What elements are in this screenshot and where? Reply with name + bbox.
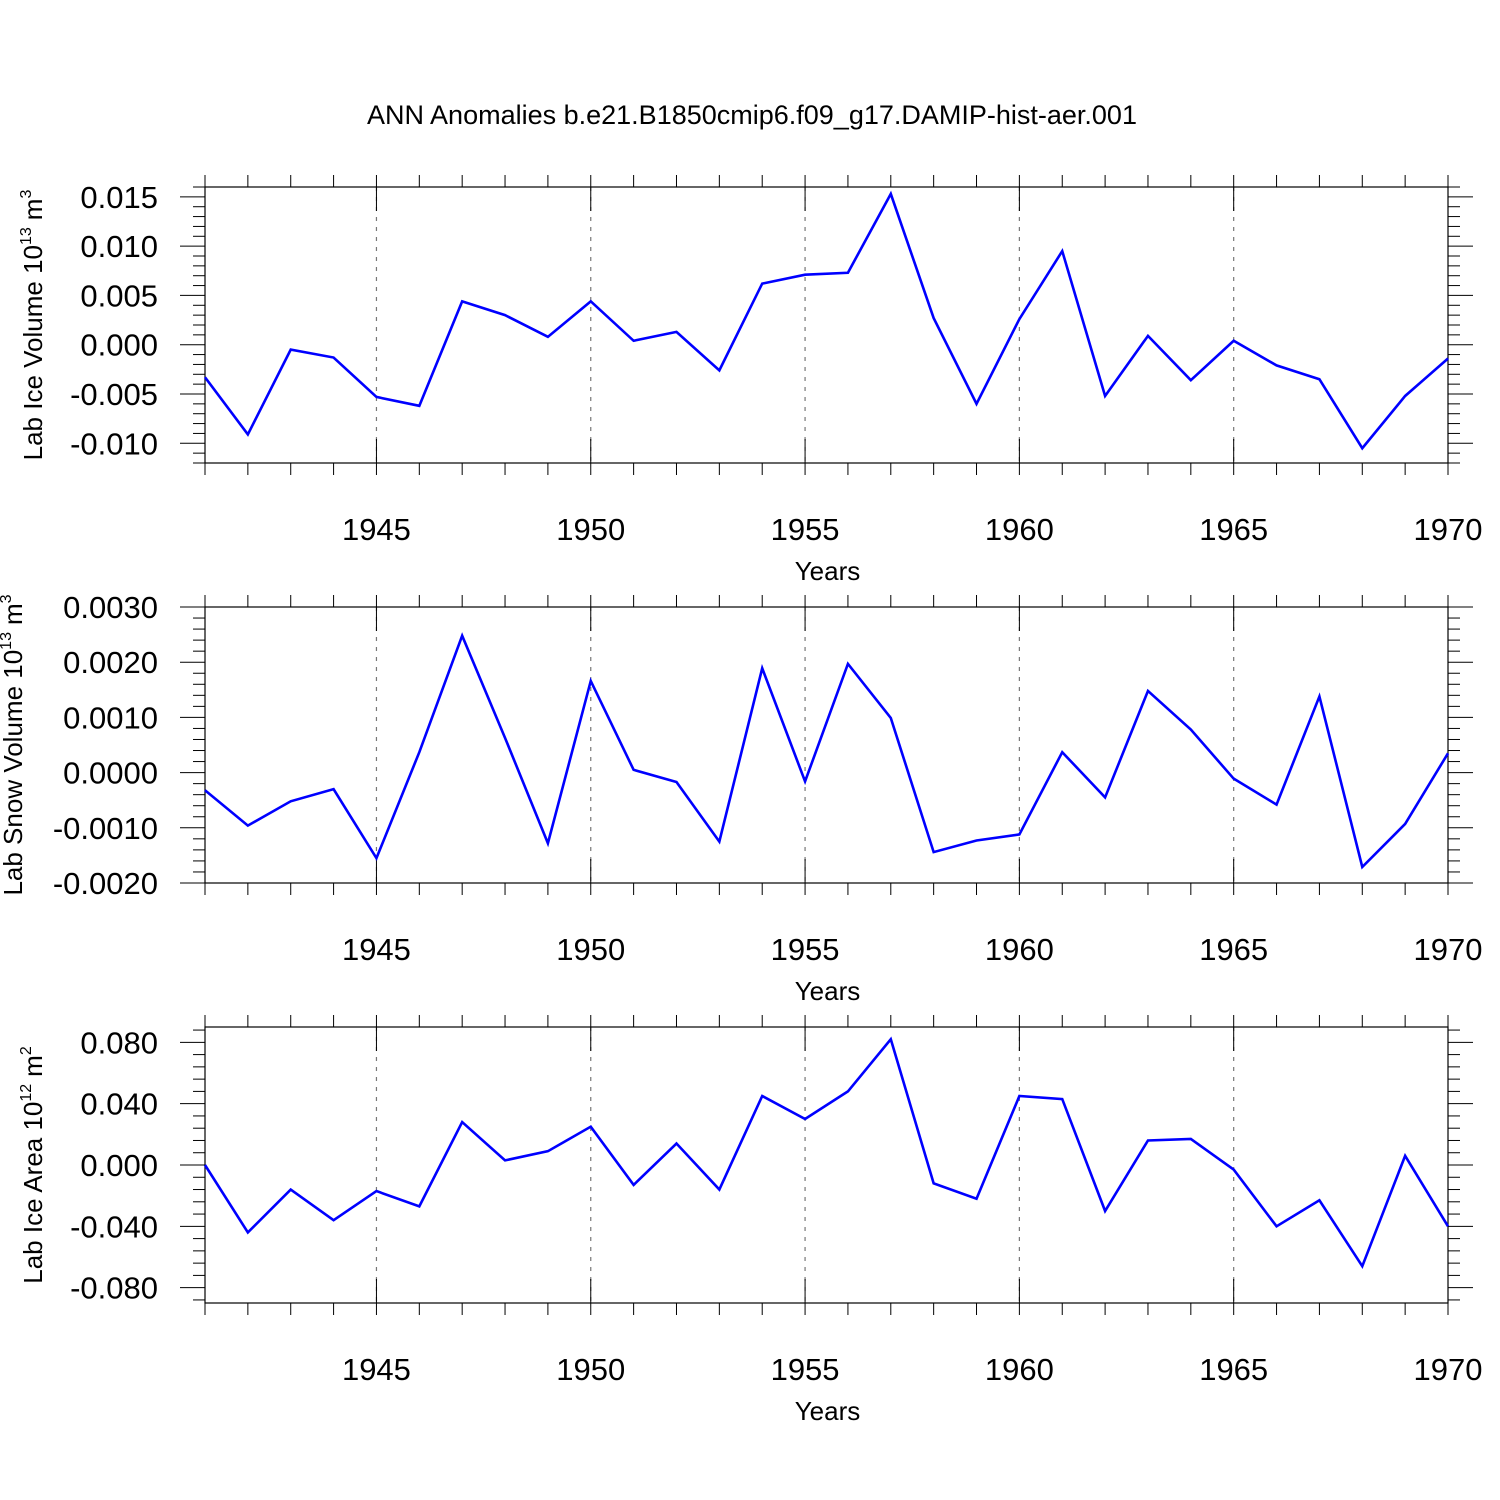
ice-volume-x-axis-label: Years bbox=[795, 556, 861, 586]
snow-volume-ytick-label: 0.0020 bbox=[63, 645, 158, 680]
snow-volume-y-axis-label: Lab Snow Volume 1013 m3 bbox=[0, 594, 28, 895]
ice-area-xtick-label: 1955 bbox=[771, 1352, 840, 1387]
snow-volume-xtick-label: 1965 bbox=[1199, 932, 1268, 967]
ice-area-xtick-label: 1945 bbox=[342, 1352, 411, 1387]
ice-volume-ytick-label: -0.010 bbox=[70, 426, 158, 461]
snow-volume-xtick-label: 1970 bbox=[1414, 932, 1483, 967]
ice-area-xtick-label: 1965 bbox=[1199, 1352, 1268, 1387]
snow-volume-ytick-label: -0.0020 bbox=[53, 866, 158, 901]
ice-volume-xtick-label: 1970 bbox=[1414, 512, 1483, 547]
ice-volume-xtick-label: 1955 bbox=[771, 512, 840, 547]
ice-area-xtick-label: 1960 bbox=[985, 1352, 1054, 1387]
ice-area-ytick-label: 0.000 bbox=[80, 1148, 158, 1183]
ice-area-y-axis-label-unit: m bbox=[18, 1055, 48, 1077]
snow-volume-series-line bbox=[204, 632, 1450, 870]
ice-volume-ytick-label: 0.005 bbox=[80, 278, 158, 313]
snow-volume-xtick-label: 1950 bbox=[556, 932, 625, 967]
ice-area-ytick-label: -0.080 bbox=[70, 1271, 158, 1306]
ice-area-y-axis-label: Lab Ice Area 1012 m2 bbox=[18, 1046, 48, 1284]
ice-volume-series-line bbox=[203, 190, 1449, 451]
snow-volume-xtick-label: 1960 bbox=[985, 932, 1054, 967]
snow-volume-panel: 1945 1950 1955 1960 1965 1970 0.0030 0.0020 0.00… bbox=[0, 590, 1482, 1006]
ice-volume-y-axis-label: Lab Ice Volume 1013 m3 bbox=[18, 190, 48, 461]
snow-volume-xtick-label: 1955 bbox=[771, 932, 840, 967]
snow-volume-y-axis-label-text: Lab Snow Volume 10 bbox=[0, 650, 28, 896]
ice-area-y-axis-label-exp: 12 bbox=[18, 1084, 35, 1102]
ice-volume-xtick-label: 1950 bbox=[556, 512, 625, 547]
snow-volume-y-axis-label-unit: m bbox=[0, 603, 28, 625]
ice-area-y-axis-label-text: Lab Ice Area 10 bbox=[18, 1102, 48, 1284]
snow-volume-x-axis-label: Years bbox=[795, 976, 861, 1006]
ice-area-x-axis-label: Years bbox=[795, 1396, 861, 1426]
ice-area-panel: 1945 1950 1955 1960 1965 1970 0.080 0.040 0.000 -… bbox=[18, 1015, 1482, 1426]
ice-volume-y-axis-label-unit-exp: 3 bbox=[18, 190, 35, 199]
ice-area-xtick-label: 1970 bbox=[1414, 1352, 1483, 1387]
ice-volume-y-axis-label-text: Lab Ice Volume 10 bbox=[18, 245, 48, 460]
snow-volume-ytick-label: -0.0010 bbox=[53, 811, 158, 846]
ice-volume-ytick-label: 0.015 bbox=[80, 180, 158, 215]
ice-area-y-axis-label-unit-exp: 2 bbox=[18, 1046, 35, 1055]
ice-area-ytick-label: 0.040 bbox=[80, 1087, 158, 1122]
ice-area-ytick-label: 0.080 bbox=[80, 1025, 158, 1060]
chart-title: ANN Anomalies b.e21.B1850cmip6.f09_g17.D… bbox=[367, 100, 1137, 130]
ice-volume-xtick-label: 1960 bbox=[985, 512, 1054, 547]
snow-volume-ytick-label: 0.0000 bbox=[63, 756, 158, 791]
ice-volume-ytick-label: 0.010 bbox=[80, 229, 158, 264]
ice-volume-y-axis-label-unit: m bbox=[18, 199, 48, 221]
snow-volume-ytick-label: 0.0030 bbox=[63, 590, 158, 625]
ice-volume-plot-frame bbox=[204, 186, 1449, 464]
snow-volume-y-axis-label-unit-exp: 3 bbox=[0, 594, 15, 603]
ice-volume-y-axis-label-exp: 13 bbox=[18, 227, 35, 245]
ice-volume-xtick-label: 1965 bbox=[1199, 512, 1268, 547]
snow-volume-ytick-label: 0.0010 bbox=[63, 700, 158, 735]
snow-volume-y-axis-label-exp: 13 bbox=[0, 632, 15, 650]
ice-area-xtick-label: 1950 bbox=[556, 1352, 625, 1387]
ice-volume-xtick-label: 1945 bbox=[342, 512, 411, 547]
ice-volume-ytick-label: -0.005 bbox=[70, 377, 158, 412]
snow-volume-xtick-label: 1945 bbox=[342, 932, 411, 967]
ice-volume-ytick-label: 0.000 bbox=[80, 328, 158, 363]
ice-volume-panel: 1945 1950 1955 1960 1965 1970 0.015 0.010 0.005 0… bbox=[18, 175, 1482, 586]
ice-area-ytick-label: -0.040 bbox=[70, 1209, 158, 1244]
snow-volume-plot-frame bbox=[204, 606, 1449, 884]
ice-area-plot-frame bbox=[204, 1026, 1449, 1304]
ice-area-series-line bbox=[203, 1036, 1450, 1270]
